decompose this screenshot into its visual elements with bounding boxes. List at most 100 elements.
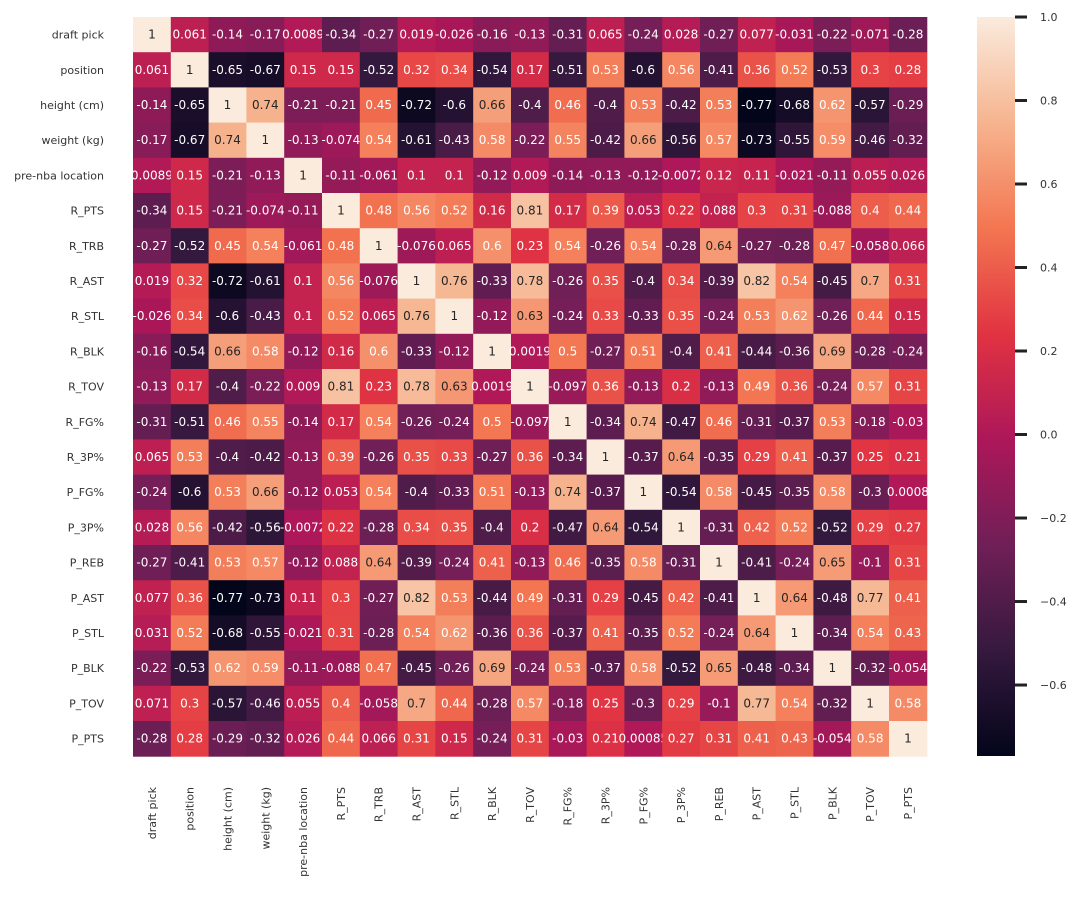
heatmap-cell xyxy=(511,333,550,370)
cell-value-label: 0.077 xyxy=(740,28,774,42)
heatmap-cell xyxy=(435,545,474,581)
cell-value-label: 0.41 xyxy=(743,732,770,746)
heatmap-cell xyxy=(511,157,550,194)
heatmap-cell xyxy=(246,545,285,581)
cell-value-label: -0.13 xyxy=(250,168,281,182)
cell-value-label: 0.56 xyxy=(328,274,355,288)
cell-value-label: 1 xyxy=(828,661,836,675)
cell-value-label: 0.54 xyxy=(403,626,430,640)
heatmap-cell xyxy=(624,52,663,88)
heatmap-cell xyxy=(435,193,474,229)
heatmap-cell xyxy=(662,404,701,440)
heatmap-cell xyxy=(889,545,928,581)
cell-value-label: 0.66 xyxy=(630,133,657,147)
cell-value-label: 0.41 xyxy=(781,450,808,464)
heatmap-cell xyxy=(851,545,890,581)
heatmap-cell xyxy=(700,721,739,757)
cell-value-label: -0.24 xyxy=(477,732,508,746)
cell-value-label: 0.7 xyxy=(407,696,426,710)
heatmap-cell xyxy=(548,439,588,476)
heatmap-cell xyxy=(208,474,247,511)
heatmap-cell xyxy=(624,157,663,194)
cell-value-label: -0.52 xyxy=(817,520,848,534)
heatmap-cell xyxy=(435,17,474,53)
heatmap-cell xyxy=(662,263,701,300)
heatmap-cell xyxy=(473,545,512,581)
cell-value-label: -0.13 xyxy=(288,450,319,464)
cell-value-label: -0.34 xyxy=(552,450,583,464)
heatmap-cell xyxy=(662,721,701,757)
cell-value-label: -0.4 xyxy=(216,380,239,394)
heatmap-cell xyxy=(359,580,399,616)
cell-value-label: -0.47 xyxy=(552,520,583,534)
cell-value-label: 0.31 xyxy=(706,732,733,746)
heatmap-cell xyxy=(133,228,172,264)
heatmap-cell xyxy=(511,87,550,124)
heatmap-cell xyxy=(662,580,701,616)
cell-value-label: -0.13 xyxy=(590,168,621,182)
heatmap-cell xyxy=(813,509,852,546)
heatmap-cell xyxy=(889,509,928,546)
x-tick-label: P_REB xyxy=(713,787,726,821)
y-tick-label: R_TRB xyxy=(69,240,104,253)
cell-value-label: -0.088 xyxy=(322,661,361,675)
cell-value-label: -0.061 xyxy=(359,168,398,182)
cell-value-label: 0.16 xyxy=(479,204,506,218)
heatmap-cell xyxy=(737,615,777,652)
cell-value-label: -0.4 xyxy=(594,98,617,112)
cell-value-label: 0.22 xyxy=(668,204,695,218)
cell-value-label: 0.1 xyxy=(294,309,313,323)
cell-value-label: 0.34 xyxy=(441,63,468,77)
heatmap-cell xyxy=(624,545,663,581)
cell-value-label: 0.53 xyxy=(819,415,846,429)
heatmap-cell xyxy=(775,474,814,511)
cell-value-label: 0.64 xyxy=(592,520,619,534)
cell-value-label: 0.25 xyxy=(857,450,884,464)
cell-value-label: 0.82 xyxy=(743,274,770,288)
cell-value-label: -0.44 xyxy=(741,344,772,358)
cell-value-label: -0.4 xyxy=(216,450,239,464)
cell-value-label: 0.28 xyxy=(176,732,203,746)
heatmap-cell xyxy=(586,474,625,511)
cell-value-label: -0.37 xyxy=(779,415,810,429)
heatmap-cell xyxy=(208,17,247,53)
heatmap-cell xyxy=(737,580,777,616)
cell-value-label: -0.12 xyxy=(477,309,508,323)
cell-value-label: 0.35 xyxy=(441,520,468,534)
heatmap-cell xyxy=(662,228,701,264)
heatmap-cell xyxy=(133,17,172,53)
cell-value-label: 0.51 xyxy=(630,344,657,358)
heatmap-cell xyxy=(246,685,285,722)
heatmap-cell xyxy=(473,157,512,194)
y-tick-label: R_FG% xyxy=(66,416,104,429)
heatmap-cell xyxy=(775,545,814,581)
cell-value-label: 0.62 xyxy=(819,98,846,112)
heatmap-cell xyxy=(322,580,361,616)
cell-value-label: -0.37 xyxy=(590,485,621,499)
cell-value-label: 0.026 xyxy=(286,732,320,746)
cell-value-label: 0.48 xyxy=(365,204,392,218)
heatmap-cell xyxy=(284,263,323,300)
cell-value-label: 0.74 xyxy=(630,415,657,429)
heatmap-cell xyxy=(284,298,323,335)
cell-value-label: 0.39 xyxy=(592,204,619,218)
cell-value-label: -0.41 xyxy=(741,556,772,570)
heatmap-cell xyxy=(737,439,777,476)
heatmap-cell xyxy=(246,474,285,511)
heatmap-cell xyxy=(359,545,399,581)
cell-value-label: -0.3 xyxy=(632,696,655,710)
cell-value-label: 0.009 xyxy=(513,168,547,182)
cell-value-label: -0.24 xyxy=(514,661,545,675)
x-tick-label: P_3P% xyxy=(675,787,688,823)
cell-value-label: -0.54 xyxy=(174,344,205,358)
heatmap-cell xyxy=(435,615,474,652)
cell-value-label: -0.35 xyxy=(628,626,659,640)
cell-value-label: 0.31 xyxy=(895,380,922,394)
cell-value-label: 0.44 xyxy=(328,732,355,746)
cell-value-label: -0.61 xyxy=(250,274,281,288)
heatmap-cell xyxy=(359,474,399,511)
cell-value-label: -0.24 xyxy=(136,485,167,499)
cell-value-label: -0.35 xyxy=(779,485,810,499)
cell-value-label: 0.52 xyxy=(668,626,695,640)
heatmap-cell xyxy=(813,333,852,370)
